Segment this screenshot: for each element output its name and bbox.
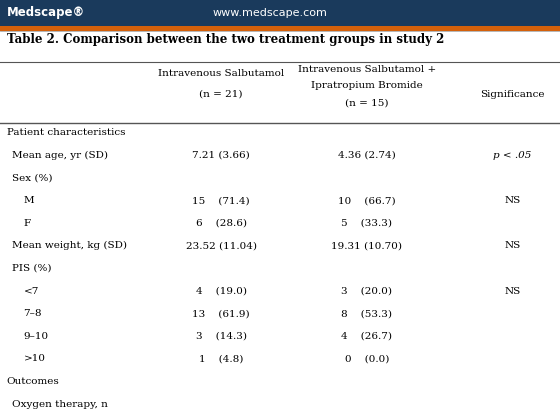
- Text: <7: <7: [24, 287, 39, 295]
- Text: NS: NS: [504, 241, 521, 250]
- Text: Medscape®: Medscape®: [7, 6, 85, 20]
- Text: Significance: Significance: [480, 90, 545, 98]
- Text: NS: NS: [504, 287, 521, 295]
- Text: Intravenous Salbutamol: Intravenous Salbutamol: [158, 69, 284, 78]
- Text: 6    (28.6): 6 (28.6): [195, 219, 247, 228]
- Text: 15    (71.4): 15 (71.4): [193, 196, 250, 205]
- Text: 4.36 (2.74): 4.36 (2.74): [338, 151, 396, 160]
- Text: 7.21 (3.66): 7.21 (3.66): [192, 151, 250, 160]
- Text: p < .05: p < .05: [493, 151, 531, 160]
- Text: 7–8: 7–8: [24, 309, 42, 318]
- Text: 8    (53.3): 8 (53.3): [341, 309, 393, 318]
- Text: PIS (%): PIS (%): [12, 264, 52, 273]
- Text: 10    (66.7): 10 (66.7): [338, 196, 395, 205]
- Text: M: M: [24, 196, 34, 205]
- Text: Ipratropium Bromide: Ipratropium Bromide: [311, 81, 423, 90]
- Text: 3    (20.0): 3 (20.0): [341, 287, 393, 295]
- Text: F: F: [24, 219, 31, 228]
- Text: 5    (33.3): 5 (33.3): [341, 219, 393, 228]
- Text: 0    (0.0): 0 (0.0): [344, 354, 389, 363]
- Text: (n = 15): (n = 15): [345, 98, 389, 107]
- Text: 19.31 (10.70): 19.31 (10.70): [332, 241, 402, 250]
- Text: Outcomes: Outcomes: [7, 377, 59, 386]
- Text: 1    (4.8): 1 (4.8): [199, 354, 244, 363]
- Text: 4    (26.7): 4 (26.7): [341, 332, 393, 341]
- Text: www.medscape.com: www.medscape.com: [213, 8, 328, 18]
- Text: Oxygen therapy, n: Oxygen therapy, n: [12, 400, 108, 409]
- Text: Table 2. Comparison between the two treatment groups in study 2: Table 2. Comparison between the two trea…: [7, 33, 444, 46]
- Text: 13    (61.9): 13 (61.9): [193, 309, 250, 318]
- Text: 9–10: 9–10: [24, 332, 49, 341]
- Text: NS: NS: [504, 196, 521, 205]
- Text: 3    (14.3): 3 (14.3): [195, 332, 247, 341]
- Text: Sex (%): Sex (%): [12, 173, 53, 182]
- Text: 4    (19.0): 4 (19.0): [195, 287, 247, 295]
- Text: Mean age, yr (SD): Mean age, yr (SD): [12, 151, 108, 160]
- Text: 23.52 (11.04): 23.52 (11.04): [186, 241, 256, 250]
- Text: Mean weight, kg (SD): Mean weight, kg (SD): [12, 241, 127, 251]
- Text: Patient characteristics: Patient characteristics: [7, 128, 125, 137]
- Text: Intravenous Salbutamol +: Intravenous Salbutamol +: [298, 65, 436, 73]
- Text: >10: >10: [24, 354, 45, 363]
- Text: (n = 21): (n = 21): [199, 90, 243, 98]
